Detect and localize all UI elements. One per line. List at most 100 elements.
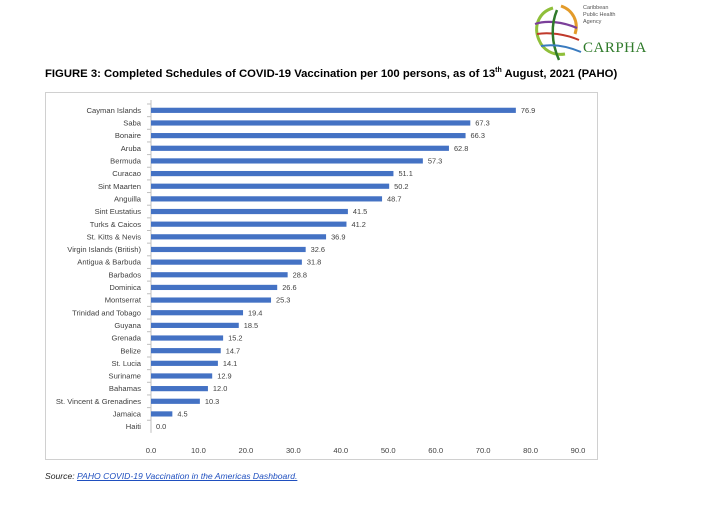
bar xyxy=(151,183,390,189)
x-tick-label: 20.0 xyxy=(238,446,253,455)
category-label: St. Vincent & Grenadines xyxy=(56,397,141,406)
category-label: Trinidad and Tobago xyxy=(72,308,141,317)
bar xyxy=(151,133,466,139)
logo-line-2: Public Health xyxy=(583,12,616,18)
logo-line-1: Caribbean xyxy=(583,5,609,11)
bar xyxy=(151,208,348,215)
bar xyxy=(151,259,302,265)
category-label: St. Lucia xyxy=(111,359,141,368)
category-label: Turks & Caicos xyxy=(90,220,141,229)
category-label: Bermuda xyxy=(110,157,142,166)
bar xyxy=(151,234,327,240)
x-tick-label: 0.0 xyxy=(146,446,157,455)
bar xyxy=(151,196,383,202)
source-link[interactable]: PAHO COVID-19 Vaccination in the America… xyxy=(77,471,298,481)
category-label: Belize xyxy=(120,346,141,355)
bar xyxy=(151,120,471,126)
data-label: 12.0 xyxy=(213,384,227,393)
bar xyxy=(151,158,423,164)
category-label: Bonaire xyxy=(115,131,141,140)
category-label: Antigua & Barbuda xyxy=(77,258,142,267)
data-label: 31.8 xyxy=(307,258,321,267)
figure-title-superscript: th xyxy=(495,67,502,74)
x-tick-label: 90.0 xyxy=(571,446,586,455)
bar xyxy=(151,272,288,278)
category-label: Sint Maarten xyxy=(98,182,141,191)
bar xyxy=(151,246,306,253)
data-label: 67.3 xyxy=(475,119,489,128)
bar xyxy=(151,373,213,379)
bar xyxy=(151,107,516,113)
logo-line-3: Agency xyxy=(583,19,602,25)
bar xyxy=(151,284,278,291)
data-label: 48.7 xyxy=(387,194,401,203)
category-label: Jamaica xyxy=(113,410,142,419)
bar xyxy=(151,145,449,151)
bar xyxy=(151,398,200,404)
carpha-logo: Caribbean Public Health Agency CARPHA xyxy=(527,2,707,64)
source-note: Source: PAHO COVID-19 Vaccination in the… xyxy=(45,471,297,481)
figure-title: FIGURE 3: Completed Schedules of COVID-1… xyxy=(45,67,685,80)
category-label: Virgin Islands (British) xyxy=(67,245,141,254)
data-label: 25.3 xyxy=(276,296,290,305)
chart-frame xyxy=(45,92,598,460)
bar xyxy=(151,411,173,417)
bar xyxy=(151,310,244,316)
x-tick-label: 50.0 xyxy=(381,446,396,455)
category-label: Haiti xyxy=(126,422,142,431)
x-tick-label: 70.0 xyxy=(476,446,491,455)
data-label: 76.9 xyxy=(521,106,535,115)
category-label: Anguilla xyxy=(114,194,142,203)
bar xyxy=(151,170,394,177)
category-label: St. Kitts & Nevis xyxy=(87,232,142,241)
x-tick-label: 60.0 xyxy=(428,446,443,455)
bar xyxy=(151,360,218,366)
category-label: Montserrat xyxy=(105,296,142,305)
data-label: 41.5 xyxy=(353,207,367,216)
category-label: Aruba xyxy=(121,144,142,153)
figure-title-main: FIGURE 3: Completed Schedules of COVID-1… xyxy=(45,67,496,80)
x-tick-label: 40.0 xyxy=(333,446,348,455)
data-label: 0.0 xyxy=(156,422,166,431)
logo-brand-text: CARPHA xyxy=(583,40,647,56)
data-label: 12.9 xyxy=(217,372,231,381)
data-label: 19.4 xyxy=(248,308,262,317)
data-label: 36.9 xyxy=(331,232,345,241)
source-label: Source: xyxy=(45,471,75,481)
bar xyxy=(151,348,221,354)
x-tick-label: 30.0 xyxy=(286,446,301,455)
bar xyxy=(151,322,239,328)
category-label: Suriname xyxy=(109,372,142,381)
bar xyxy=(151,297,272,303)
data-label: 32.6 xyxy=(311,245,325,254)
bar xyxy=(151,386,208,392)
data-label: 41.2 xyxy=(351,220,365,229)
category-label: Curacao xyxy=(112,169,141,178)
category-label: Dominica xyxy=(109,283,141,292)
category-label: Saba xyxy=(123,119,142,128)
data-label: 15.2 xyxy=(228,334,242,343)
data-label: 14.1 xyxy=(223,359,237,368)
category-label: Guyana xyxy=(114,321,141,330)
data-label: 62.8 xyxy=(454,144,468,153)
carpha-emblem-icon xyxy=(534,4,582,61)
data-label: 28.8 xyxy=(293,270,307,279)
data-label: 50.2 xyxy=(394,182,408,191)
category-label: Grenada xyxy=(111,334,141,343)
category-label: Bahamas xyxy=(109,384,141,393)
data-label: 14.7 xyxy=(226,346,240,355)
x-tick-label: 80.0 xyxy=(523,446,538,455)
category-label: Sint Eustatius xyxy=(95,207,142,216)
data-label: 10.3 xyxy=(205,397,219,406)
data-label: 51.1 xyxy=(398,169,412,178)
data-label: 4.5 xyxy=(177,410,187,419)
category-label: Cayman Islands xyxy=(87,106,142,115)
data-label: 66.3 xyxy=(471,131,485,140)
data-label: 57.3 xyxy=(428,157,442,166)
x-tick-label: 10.0 xyxy=(191,446,206,455)
bar xyxy=(151,335,224,341)
data-label: 26.6 xyxy=(282,283,296,292)
figure-title-tail: August, 2021 (PAHO) xyxy=(501,67,618,80)
bar xyxy=(151,221,347,227)
bar-chart: Cayman Islands 76.9 Saba 67.3 Bonaire 66.3 Aru… xyxy=(56,100,586,455)
